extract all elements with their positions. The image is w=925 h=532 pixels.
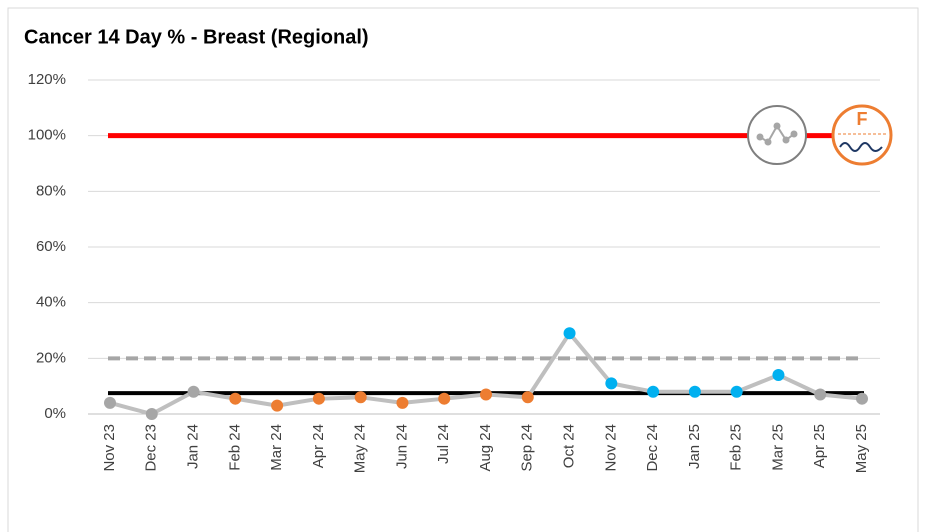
data-point	[814, 388, 827, 401]
data-point	[772, 369, 785, 382]
data-point	[396, 396, 409, 409]
icon-circle	[831, 104, 893, 166]
data-point	[521, 391, 534, 404]
x-tick-label: Dec 24	[644, 424, 661, 472]
data-point	[145, 408, 158, 420]
x-tick-label: Nov 23	[101, 424, 118, 472]
data-point	[187, 385, 200, 398]
y-tick-label: 40%	[36, 294, 66, 311]
x-tick-label: May 24	[352, 424, 369, 473]
x-tick-label: Oct 24	[561, 424, 578, 468]
x-tick-label: Dec 23	[143, 424, 160, 472]
icon-glyph	[839, 142, 883, 152]
data-point	[730, 385, 743, 398]
data-point	[104, 396, 116, 409]
data-point	[688, 385, 701, 398]
y-tick-label: 0%	[44, 405, 66, 422]
data-point	[229, 392, 242, 405]
x-tick-label: Apr 25	[811, 424, 828, 468]
icon-letter: F	[857, 109, 868, 129]
x-tick-label: Jan 24	[185, 424, 202, 469]
data-point	[271, 399, 284, 412]
x-tick-label: May 25	[853, 424, 870, 473]
variation-icon	[747, 105, 807, 165]
y-tick-label: 120%	[28, 71, 66, 88]
y-tick-label: 80%	[36, 182, 66, 199]
x-tick-label: Aug 24	[477, 424, 494, 472]
x-tick-label: Sep 24	[519, 424, 536, 472]
icon-dot	[773, 122, 781, 130]
icon-circle	[747, 105, 807, 165]
chart-title: Cancer 14 Day % - Breast (Regional)	[24, 26, 369, 48]
assurance-icon: F	[831, 104, 893, 166]
data-point	[438, 392, 451, 405]
y-tick-label: 20%	[36, 349, 66, 366]
data-point	[605, 377, 618, 390]
data-point	[312, 392, 325, 405]
chart-frame	[7, 7, 919, 532]
x-tick-label: Feb 24	[226, 424, 243, 471]
x-tick-label: Mar 25	[769, 424, 786, 471]
x-tick-label: Apr 24	[310, 424, 327, 468]
data-point	[354, 391, 367, 404]
x-tick-label: Jun 24	[393, 424, 410, 469]
data-point	[563, 327, 576, 340]
x-tick-label: Nov 24	[602, 424, 619, 472]
x-tick-label: Mar 24	[268, 424, 285, 471]
y-tick-label: 100%	[28, 127, 66, 144]
data-point	[856, 392, 868, 405]
icon-dot	[790, 130, 798, 138]
data-point	[647, 385, 660, 398]
x-tick-label: Feb 25	[728, 424, 745, 471]
x-tick-label: Jul 24	[435, 424, 452, 464]
icon-dot	[756, 133, 764, 141]
y-tick-label: 60%	[36, 238, 66, 255]
icon-dot	[782, 136, 790, 144]
data-point	[480, 388, 492, 401]
icon-dot	[764, 138, 772, 146]
x-tick-label: Jan 25	[686, 424, 703, 469]
